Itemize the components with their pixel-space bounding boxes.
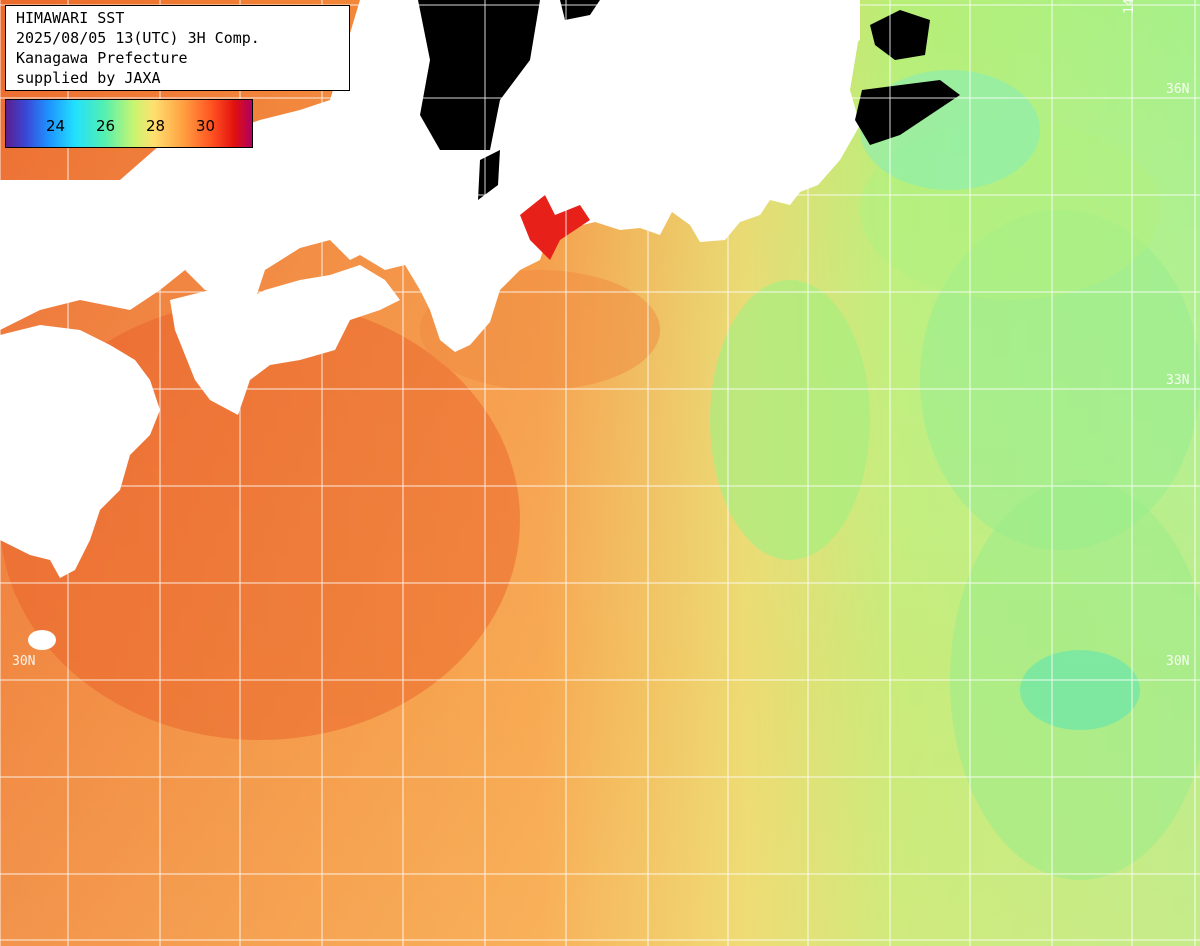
legend-label-30: 30 bbox=[196, 117, 216, 135]
no-data-region bbox=[870, 10, 930, 60]
legend-label-28: 28 bbox=[146, 117, 166, 135]
title-line: HIMAWARI SST bbox=[16, 9, 125, 27]
land-island bbox=[4, 390, 40, 450]
lat-label-36n: 36N bbox=[1166, 82, 1190, 97]
lat-label-30n-left: 30N bbox=[12, 654, 36, 669]
cool-water-eddy bbox=[1020, 650, 1140, 730]
land-island bbox=[28, 630, 56, 650]
lat-label-33-left: 33 bbox=[10, 373, 26, 388]
region-line: Kanagawa Prefecture bbox=[16, 49, 188, 67]
legend-label-26: 26 bbox=[96, 117, 116, 135]
land-kyushu bbox=[0, 325, 160, 578]
legend-label-24: 24 bbox=[46, 117, 66, 135]
lon-label-144e: 144E bbox=[1122, 0, 1137, 14]
no-data-region bbox=[478, 150, 500, 200]
lat-label-30n-right: 30N bbox=[1166, 654, 1190, 669]
source-line: supplied by JAXA bbox=[16, 69, 161, 87]
temperature-color-legend: 24 26 28 30 bbox=[5, 99, 253, 148]
lat-label-33n: 33N bbox=[1166, 373, 1190, 388]
land-shikoku bbox=[170, 265, 400, 415]
cool-water-eddy bbox=[710, 280, 870, 560]
date-line: 2025/08/05 13(UTC) 3H Comp. bbox=[16, 29, 260, 47]
no-data-region bbox=[418, 0, 540, 150]
title-box: HIMAWARI SST 2025/08/05 13(UTC) 3H Comp.… bbox=[5, 5, 350, 91]
land-kii bbox=[560, 0, 860, 210]
no-data-region bbox=[855, 80, 960, 145]
hot-bay bbox=[520, 195, 590, 260]
